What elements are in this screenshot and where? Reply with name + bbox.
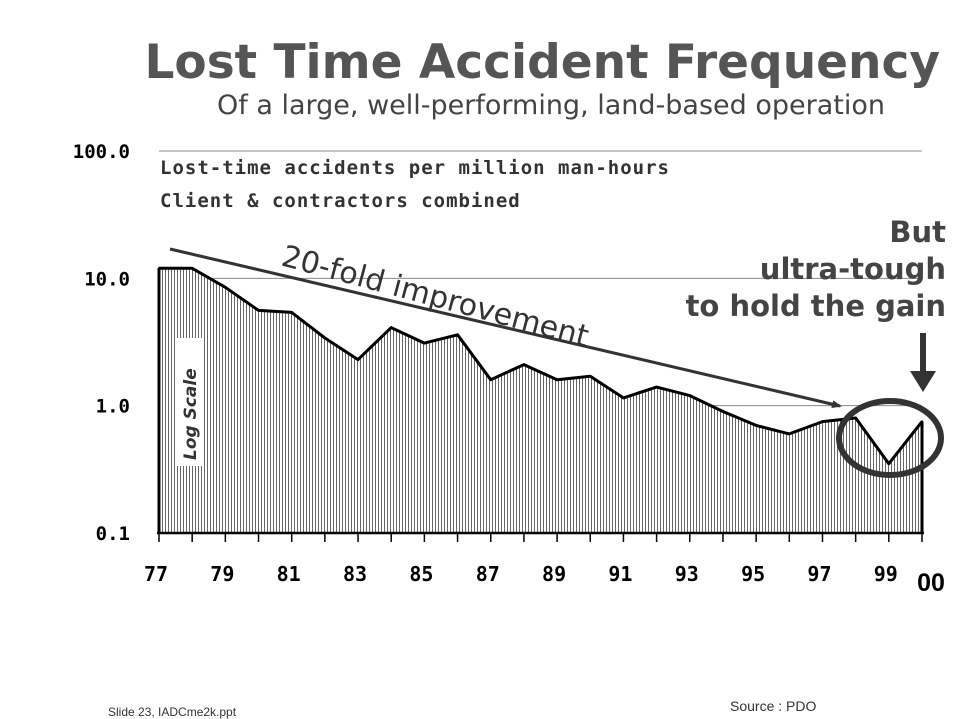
x-tick-label: 95: [741, 562, 765, 586]
data-point: [390, 326, 393, 329]
slide-subtitle: Of a large, well-performing, land-based …: [217, 90, 885, 121]
data-point: [854, 416, 857, 420]
log-scale-label: Log Scale: [181, 368, 201, 460]
x-tick-label: 83: [343, 562, 367, 586]
x-tick-label: 00: [917, 569, 945, 597]
y-tick-label: 1.0: [96, 396, 130, 418]
y-tick-label: 0.1: [96, 523, 130, 545]
log-scale-note: Log Scale: [176, 338, 204, 466]
data-point: [489, 378, 492, 381]
x-tick-label: 85: [409, 562, 433, 586]
trend-arrow: [169, 247, 842, 409]
data-point: [887, 462, 890, 465]
log-scale-box: [176, 338, 204, 466]
x-tick-label: 93: [675, 562, 699, 586]
data-point: [224, 286, 227, 289]
callout-down-arrow: [910, 333, 936, 392]
description-line-2: Client & contractors combined: [160, 190, 521, 212]
data-point: [688, 394, 691, 397]
data-point: [555, 378, 559, 381]
x-tick-label: 77: [144, 562, 168, 586]
callout: But ultra-tough to hold the gain: [686, 215, 947, 323]
y-tick-label: 10.0: [84, 268, 130, 290]
x-tick-label: 91: [608, 562, 632, 586]
data-point: [821, 420, 824, 423]
y-axis-ticks: 100.0 10.0 1.0 0.1: [73, 141, 130, 545]
callout-line-3: to hold the gain: [686, 289, 946, 323]
x-axis-ticks: 77 79 81 83 85 87 89 91 93 95 97 99 00: [144, 533, 945, 597]
data-point: [721, 410, 725, 413]
x-tick-label: 87: [476, 562, 500, 586]
x-tick-label: 81: [277, 562, 301, 586]
footer-slide-ref: Slide 23, IADCme2k.ppt: [108, 705, 237, 719]
accident-frequency-chart: 100.0 10.0 1.0 0.1 77 79 81 83 85 87 89 91 93 95 97 99…: [73, 141, 946, 597]
data-point: [589, 375, 592, 378]
x-tick-label: 99: [874, 562, 898, 586]
description-line-1: Lost-time accidents per million man-hour…: [160, 157, 670, 179]
y-tick-label: 100.0: [73, 141, 130, 163]
highlight-ellipse: [836, 398, 944, 478]
area-fill: [159, 268, 922, 533]
data-point: [788, 432, 791, 436]
data-point: [290, 311, 293, 314]
x-tick-label: 89: [542, 562, 566, 586]
data-point: [522, 363, 526, 366]
data-point: [754, 424, 758, 427]
series-line: [159, 266, 924, 466]
callout-line-2: ultra-tough: [760, 252, 946, 286]
data-point: [622, 396, 625, 400]
data-point: [456, 333, 459, 336]
slide-title: Lost Time Accident Frequency: [144, 35, 940, 90]
data-point: [323, 336, 327, 340]
x-tick-label: 79: [210, 562, 234, 586]
data-point: [191, 267, 194, 270]
data-point: [257, 309, 260, 312]
footer-source: Source : PDO: [730, 698, 816, 714]
x-tick-label: 97: [807, 562, 831, 586]
data-point: [356, 358, 360, 361]
data-point: [423, 341, 426, 345]
area-layer: [157, 266, 924, 535]
callout-line-1: But: [889, 215, 946, 249]
data-point: [655, 385, 658, 389]
